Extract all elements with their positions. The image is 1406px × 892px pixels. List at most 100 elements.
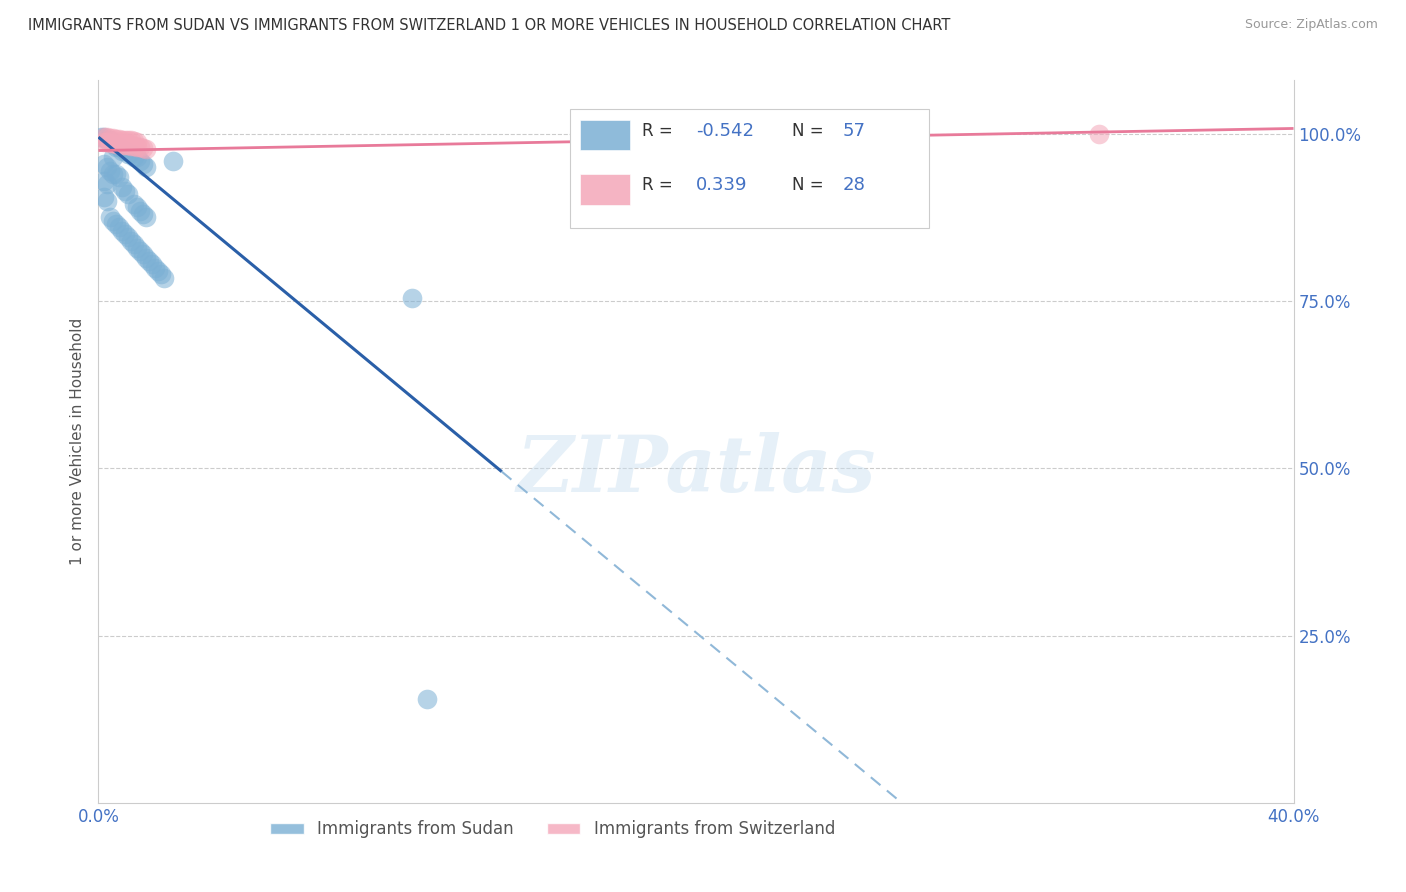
Point (111, 224, 134, 238)
Point (117, 187, 139, 202)
Point (124, 197, 146, 211)
Point (135, 211, 157, 225)
Point (114, 133, 136, 147)
Point (117, 134, 139, 148)
Point (103, 131, 125, 145)
Text: IMMIGRANTS FROM SUDAN VS IMMIGRANTS FROM SWITZERLAND 1 OR MORE VEHICLES IN HOUSE: IMMIGRANTS FROM SUDAN VS IMMIGRANTS FROM… (28, 18, 950, 33)
Point (98, 131, 122, 145)
FancyBboxPatch shape (581, 120, 630, 151)
Point (148, 264, 170, 278)
Point (120, 134, 142, 148)
Point (96, 177, 118, 191)
Text: Source: ZipAtlas.com: Source: ZipAtlas.com (1244, 18, 1378, 31)
Point (138, 254, 160, 268)
Point (103, 214, 125, 228)
Point (108, 136, 131, 151)
Point (111, 137, 134, 152)
Point (114, 184, 136, 198)
Point (93, 130, 115, 145)
Point (132, 141, 155, 155)
Point (93, 157, 115, 171)
Point (143, 260, 166, 275)
FancyBboxPatch shape (581, 174, 630, 204)
Point (129, 244, 152, 258)
Point (127, 135, 149, 149)
Point (98, 163, 122, 178)
Point (108, 140, 131, 154)
Point (120, 147, 142, 161)
Point (93, 136, 115, 150)
Text: R =: R = (643, 176, 673, 194)
Point (114, 144, 136, 158)
Point (96, 161, 118, 175)
Point (98, 134, 122, 148)
Point (93, 190, 115, 204)
Point (127, 241, 149, 255)
Text: -0.542: -0.542 (696, 122, 754, 140)
Point (96, 136, 118, 150)
Text: R =: R = (643, 122, 673, 140)
Point (111, 133, 134, 147)
Point (401, 291, 423, 305)
Point (117, 147, 139, 161)
Point (141, 257, 163, 271)
Point (96, 130, 118, 145)
Point (117, 138, 139, 153)
Y-axis label: 1 or more Vehicles in Household: 1 or more Vehicles in Household (69, 318, 84, 566)
Point (127, 139, 149, 153)
Point (105, 132, 128, 146)
Legend: Immigrants from Sudan, Immigrants from Switzerland: Immigrants from Sudan, Immigrants from S… (263, 814, 842, 845)
Point (129, 153, 152, 168)
Point (1088, 128, 1111, 142)
Text: 28: 28 (844, 176, 866, 194)
Point (124, 150, 146, 164)
Point (108, 220, 131, 235)
Point (103, 150, 125, 164)
Point (114, 138, 136, 153)
FancyBboxPatch shape (571, 109, 929, 228)
Point (120, 234, 142, 248)
Point (105, 136, 128, 151)
Point (132, 207, 155, 221)
Point (127, 150, 149, 164)
Point (162, 153, 184, 168)
Point (135, 161, 157, 175)
Point (153, 270, 176, 285)
Point (111, 180, 134, 194)
Point (108, 132, 131, 146)
Point (90, 130, 112, 145)
Text: 0.339: 0.339 (696, 176, 748, 194)
Text: 57: 57 (844, 122, 866, 140)
Point (127, 201, 149, 215)
Point (105, 217, 128, 231)
Point (150, 268, 173, 282)
Text: N =: N = (792, 176, 823, 194)
Point (108, 170, 131, 185)
Point (96, 134, 118, 148)
Text: ZIPatlas: ZIPatlas (516, 433, 876, 508)
Point (124, 134, 146, 148)
Point (416, 692, 439, 706)
Point (132, 247, 155, 261)
Point (135, 142, 157, 156)
Point (117, 230, 139, 244)
Point (105, 140, 128, 154)
Point (98, 211, 122, 225)
Point (105, 167, 128, 181)
Point (124, 237, 146, 252)
Point (111, 144, 134, 158)
Point (103, 136, 125, 151)
Point (120, 139, 142, 153)
Point (132, 157, 155, 171)
Text: N =: N = (792, 122, 823, 140)
Point (103, 167, 125, 181)
Point (93, 173, 115, 188)
Point (129, 140, 152, 154)
Point (93, 130, 115, 145)
Point (103, 136, 125, 151)
Point (114, 227, 136, 242)
Point (124, 139, 146, 153)
Point (96, 194, 118, 208)
Point (98, 136, 122, 151)
Point (135, 251, 157, 265)
